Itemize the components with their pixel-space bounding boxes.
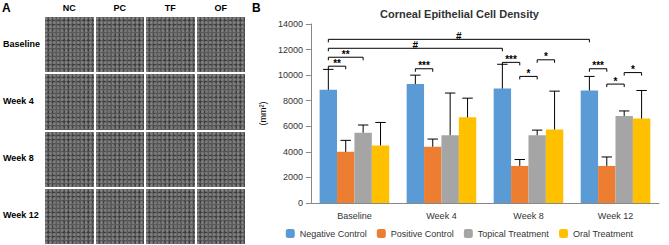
svg-text:***: ***: [418, 60, 430, 71]
html-text:TF: TF: [164, 3, 176, 13]
svg-text:4000: 4000: [283, 147, 303, 157]
svg-text:Topical Treatment: Topical Treatment: [478, 229, 550, 239]
svg-text:*: *: [631, 64, 635, 75]
svg-text:Week 8: Week 8: [513, 211, 543, 221]
svg-text:*: *: [614, 76, 618, 87]
svg-text:#: #: [413, 40, 419, 51]
html-text:Week 12: Week 12: [3, 210, 39, 221]
svg-text:Oral Treatment: Oral Treatment: [573, 229, 634, 239]
html-text:OF: OF: [214, 3, 227, 13]
svg-text:Week 12: Week 12: [598, 211, 633, 221]
svg-text:2000: 2000: [283, 172, 303, 182]
svg-text:***: ***: [592, 60, 604, 71]
svg-text:Corneal Epithelial Cell Densit: Corneal Epithelial Cell Density: [380, 8, 540, 20]
html-text:Week 8: Week 8: [3, 153, 34, 164]
svg-text:0: 0: [298, 198, 303, 208]
svg-text:B: B: [252, 1, 261, 15]
svg-text:Week 4: Week 4: [426, 211, 456, 221]
svg-text:Positive Control: Positive Control: [391, 229, 454, 239]
html-text:Baseline: Baseline: [3, 38, 40, 49]
svg-text:**: **: [342, 49, 350, 60]
svg-text:(mm²): (mm²): [258, 102, 268, 126]
html-text:Week 4: Week 4: [3, 95, 34, 106]
svg-text:10000: 10000: [278, 70, 303, 80]
svg-text:6000: 6000: [283, 121, 303, 131]
svg-text:Baseline: Baseline: [337, 211, 372, 221]
html-text:NC: NC: [62, 3, 76, 13]
svg-text:Negative Control: Negative Control: [300, 229, 367, 239]
html-text:A: A: [2, 1, 11, 15]
svg-text:*: *: [544, 51, 548, 62]
svg-text:8000: 8000: [283, 96, 303, 106]
html-text:PC: PC: [113, 3, 126, 13]
svg-text:***: ***: [505, 54, 517, 65]
svg-text:14000: 14000: [278, 19, 303, 29]
svg-text:*: *: [527, 68, 531, 79]
svg-text:#: #: [456, 31, 462, 42]
svg-text:12000: 12000: [278, 45, 303, 55]
svg-text:**: **: [333, 58, 341, 69]
